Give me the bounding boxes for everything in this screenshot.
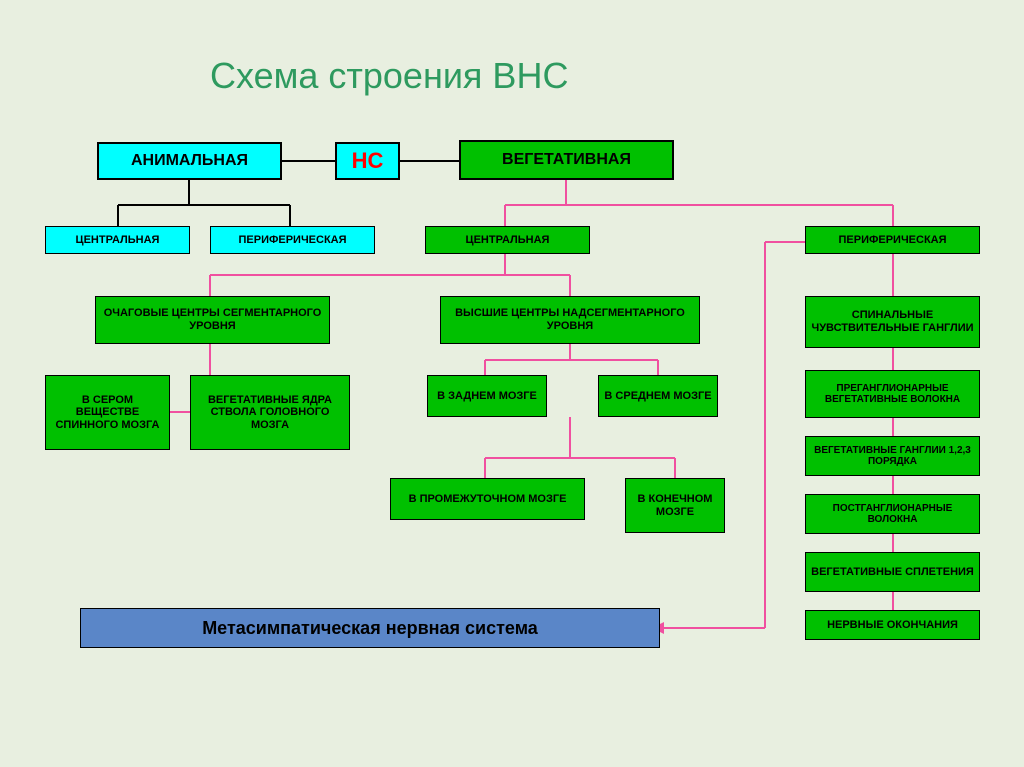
node-ns: НС <box>335 142 400 180</box>
node-pregang: ПРЕГАНГЛИОНАРНЫЕ ВЕГЕТАТИВНЫЕ ВОЛОКНА <box>805 370 980 418</box>
diagram-canvas: Схема строения ВНС АНИМАЛЬНАЯ НС ВЕГЕТАТИВ… <box>0 0 1024 767</box>
node-okonch: НЕРВНЫЕ ОКОНЧАНИЯ <box>805 610 980 640</box>
node-serom: В СЕРОМ ВЕЩЕСТВЕ СПИННОГО МОЗГА <box>45 375 170 450</box>
node-veget: ВЕГЕТАТИВНАЯ <box>459 140 674 180</box>
node-a_central: ЦЕНТРАЛЬНАЯ <box>45 226 190 254</box>
node-a_periph: ПЕРИФЕРИЧЕСКАЯ <box>210 226 375 254</box>
node-spinal: СПИНАЛЬНЫЕ ЧУВСТВИТЕЛЬНЫЕ ГАНГЛИИ <box>805 296 980 348</box>
node-animal: АНИМАЛЬНАЯ <box>97 142 282 180</box>
node-ochag: ОЧАГОВЫЕ ЦЕНТРЫ СЕГМЕНТАРНОГО УРОВНЯ <box>95 296 330 344</box>
node-srednem: В СРЕДНЕМ МОЗГЕ <box>598 375 718 417</box>
node-zadnem: В ЗАДНЕМ МОЗГЕ <box>427 375 547 417</box>
node-konech: В КОНЕЧНОМ МОЗГЕ <box>625 478 725 533</box>
node-vegang: ВЕГЕТАТИВНЫЕ ГАНГЛИИ 1,2,3 ПОРЯДКА <box>805 436 980 476</box>
node-postgang: ПОСТГАНГЛИОНАРНЫЕ ВОЛОКНА <box>805 494 980 534</box>
node-promezh: В ПРОМЕЖУТОЧНОМ МОЗГЕ <box>390 478 585 520</box>
node-v_central: ЦЕНТРАЛЬНАЯ <box>425 226 590 254</box>
diagram-title: Схема строения ВНС <box>210 55 568 97</box>
node-vysshie: ВЫСШИЕ ЦЕНТРЫ НАДСЕГМЕНТАРНОГО УРОВНЯ <box>440 296 700 344</box>
node-spletenia: ВЕГЕТАТИВНЫЕ СПЛЕТЕНИЯ <box>805 552 980 592</box>
node-yadra: ВЕГЕТАТИВНЫЕ ЯДРА СТВОЛА ГОЛОВНОГО МОЗГА <box>190 375 350 450</box>
node-v_periph: ПЕРИФЕРИЧЕСКАЯ <box>805 226 980 254</box>
node-metasimp: Метасимпатическая нервная система <box>80 608 660 648</box>
